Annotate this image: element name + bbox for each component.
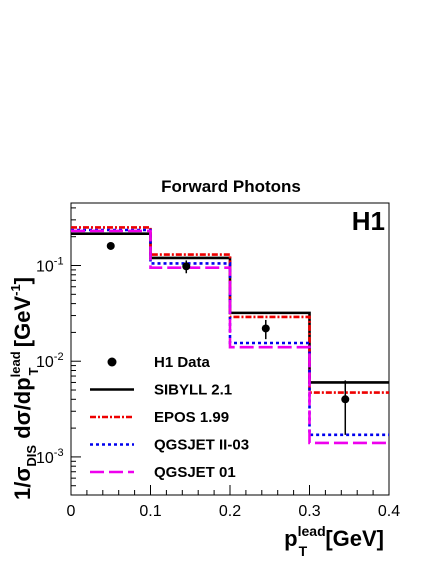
legend-label-0: H1 Data xyxy=(154,354,211,371)
y-tick-label-0: 10-1 xyxy=(36,256,64,276)
legend-label-4: QGSJET 01 xyxy=(154,464,236,481)
x-tick-label-4: 0.4 xyxy=(378,503,400,520)
chart-title: Forward Photons xyxy=(161,177,301,196)
y-tick-label-base: 10 xyxy=(36,450,54,467)
series-3-histogram xyxy=(71,229,389,445)
y-axis-title-p3: [GeV xyxy=(10,296,35,354)
legend-label-3: QGSJET II-03 xyxy=(154,437,249,454)
data-point-0 xyxy=(106,241,115,250)
experiment-label: H1 xyxy=(352,206,385,236)
y-axis-title-p2sub: T xyxy=(26,367,41,375)
x-axis-title-sub: T xyxy=(299,543,308,559)
legend: H1 Data SIBYLL 2.1 EPOS 1.99 QGSJET II-03 QG… xyxy=(90,354,249,481)
y-axis-title-p2: dσ/dp xyxy=(10,377,35,445)
y-tick-label-2: 10-3 xyxy=(36,447,64,467)
y-tick-label-base: 10 xyxy=(36,259,54,276)
x-tick-label-3: 0.3 xyxy=(298,503,320,520)
series-layer xyxy=(71,226,389,445)
data-layer xyxy=(106,241,350,435)
x-axis-title-unit: [GeV] xyxy=(319,526,384,551)
x-axis-title-sup: lead xyxy=(298,523,326,539)
y-axis-title: 1/σDIS dσ/dplead T [GeV-1] xyxy=(8,277,41,500)
y-axis-title-p3sup: -1 xyxy=(8,284,23,296)
y-axis-title-p4: ] xyxy=(10,277,35,284)
legend-label-2: EPOS 1.99 xyxy=(154,409,229,426)
y-axis-title-p1sub: DIS xyxy=(24,445,39,467)
x-axis-title-main: p xyxy=(284,526,297,551)
y-tick-label-exp: -3 xyxy=(54,447,64,459)
x-tick-label-2: 0.2 xyxy=(219,503,241,520)
data-point-1 xyxy=(182,262,191,271)
y-tick-label-1: 10-2 xyxy=(36,351,64,371)
y-tick-label-exp: -1 xyxy=(54,256,64,268)
x-tick-label-0: 0 xyxy=(67,503,76,520)
axes: 0 0.1 0.2 0.3 0.410-110-210-3 xyxy=(36,207,400,520)
y-axis-title-p2sup: lead xyxy=(8,351,23,377)
data-point-3 xyxy=(341,395,350,404)
legend-marker-data xyxy=(107,357,117,367)
y-tick-label-exp: -2 xyxy=(54,351,64,363)
y-axis-title-p1: 1/σ xyxy=(10,467,35,500)
x-axis-title: plead T [GeV] xyxy=(284,523,384,559)
y-tick-label-base: 10 xyxy=(36,354,54,371)
legend-label-1: SIBYLL 2.1 xyxy=(154,382,232,399)
x-tick-label-1: 0.1 xyxy=(139,503,161,520)
data-point-2 xyxy=(261,324,270,333)
